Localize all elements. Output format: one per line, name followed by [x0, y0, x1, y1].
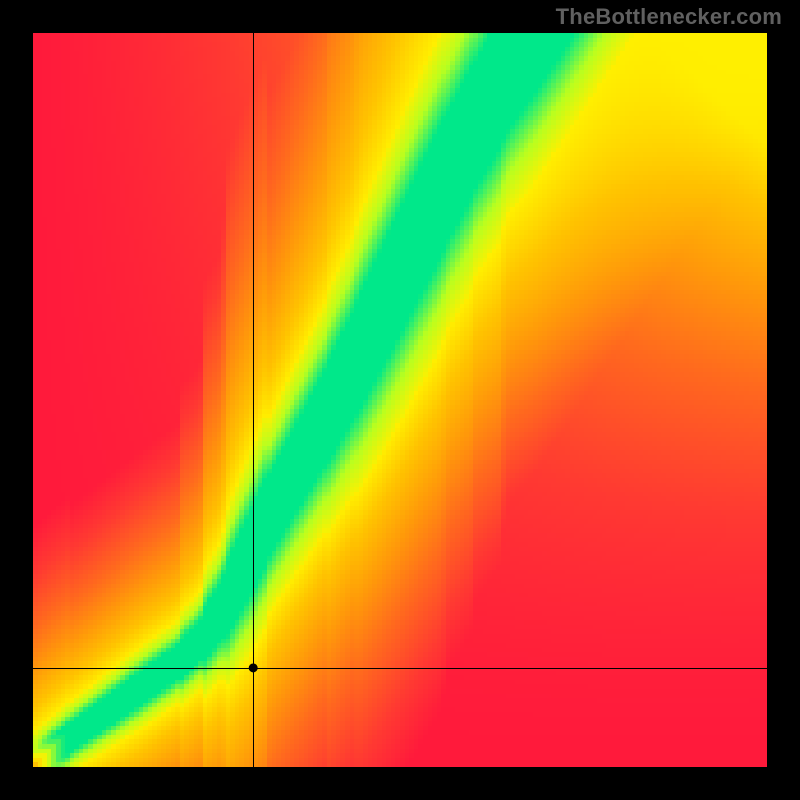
- chart-container: TheBottlenecker.com: [0, 0, 800, 800]
- bottleneck-heatmap: [0, 0, 800, 800]
- watermark-text: TheBottlenecker.com: [556, 4, 782, 30]
